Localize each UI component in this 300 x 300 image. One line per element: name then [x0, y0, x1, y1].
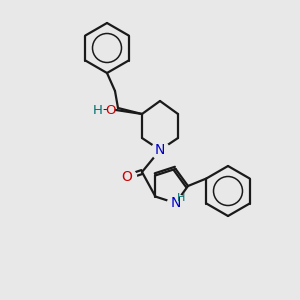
- Text: H: H: [93, 103, 103, 116]
- Text: H: H: [177, 193, 186, 203]
- Text: -: -: [103, 103, 107, 116]
- Text: N: N: [155, 143, 165, 157]
- Text: O: O: [106, 103, 116, 116]
- Text: O: O: [122, 170, 132, 184]
- Text: N: N: [170, 196, 181, 210]
